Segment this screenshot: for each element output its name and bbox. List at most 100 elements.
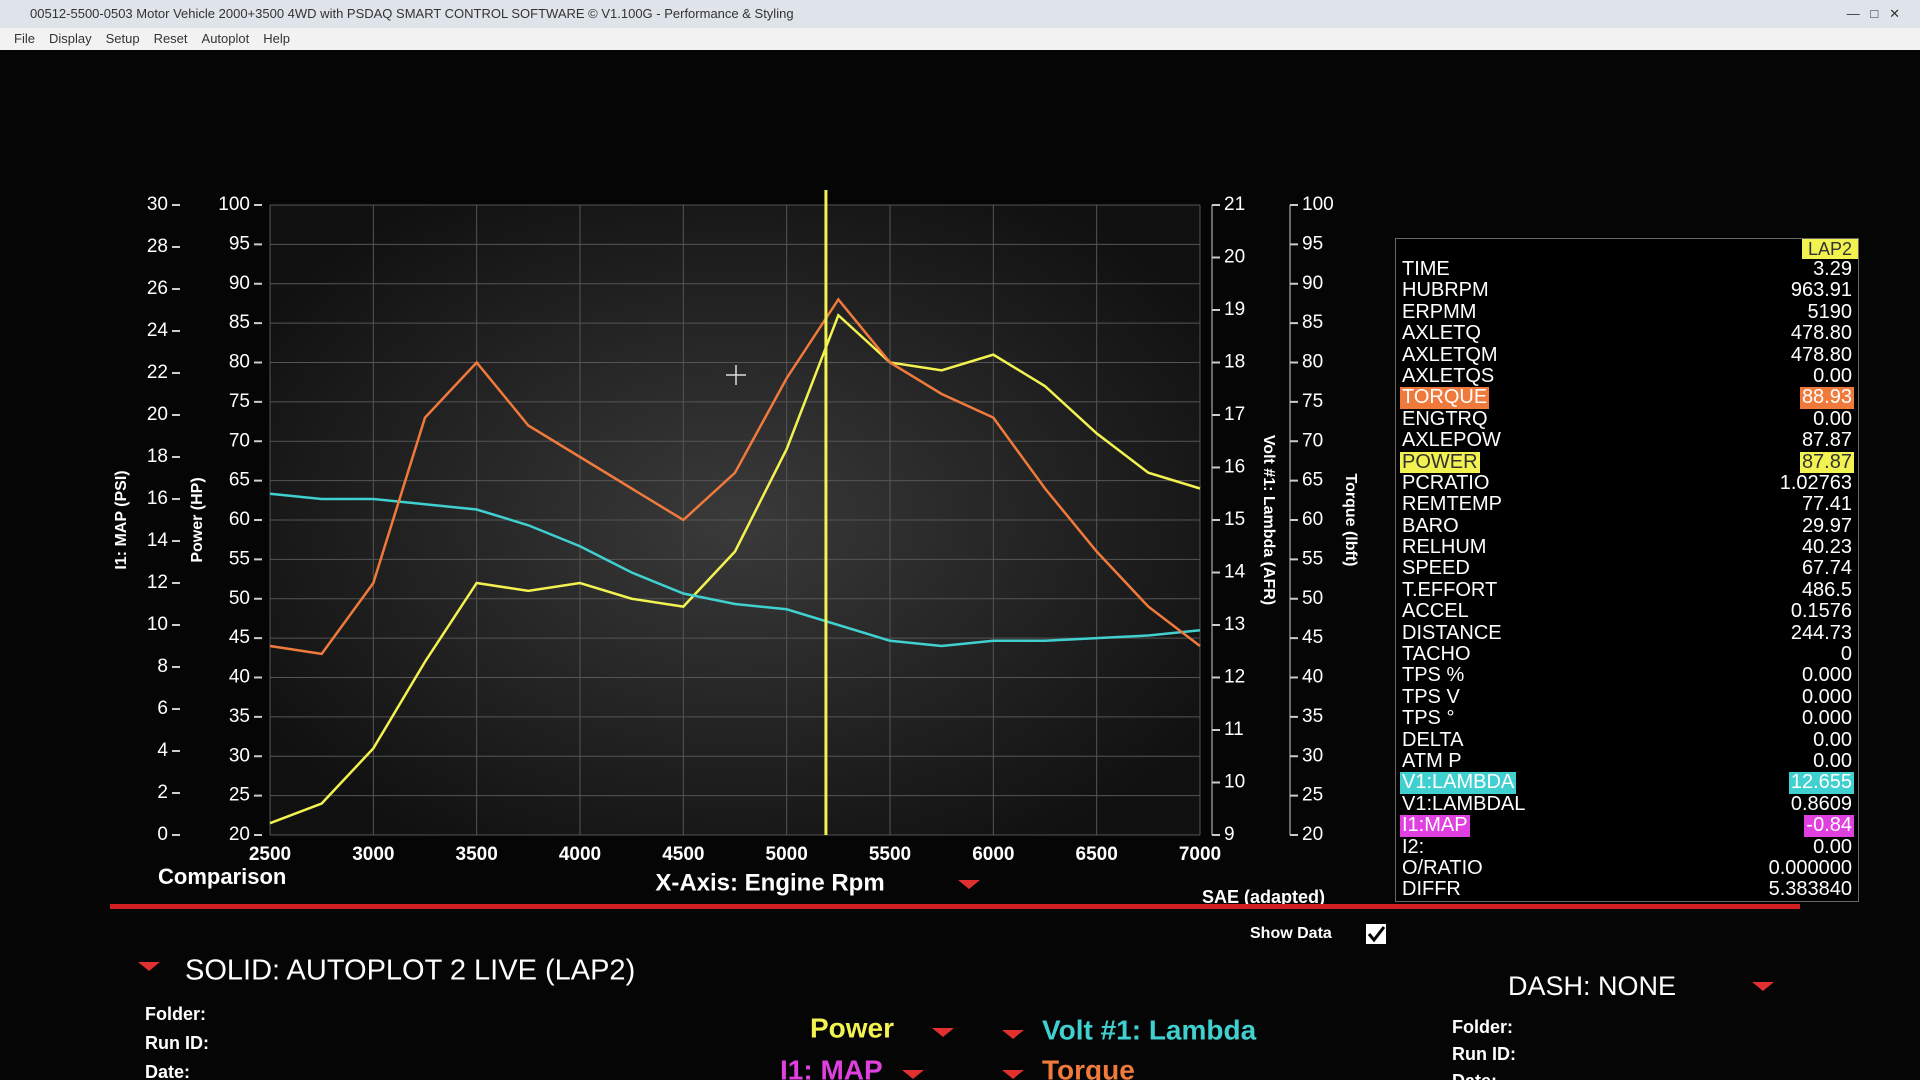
readout-row: DELTA 0.00 bbox=[1396, 729, 1858, 751]
y-tick-label: 50 bbox=[1302, 588, 1323, 609]
x-tick-label: 2500 bbox=[249, 844, 291, 865]
readout-row: TPS % 0.000 bbox=[1396, 664, 1858, 687]
y-tick-label: 19 bbox=[1224, 299, 1245, 320]
channel-name: AXLETQ bbox=[1402, 322, 1481, 345]
field-label: Date: bbox=[1452, 1071, 1497, 1080]
channel-name: ENGTRQ bbox=[1402, 407, 1488, 430]
legend-entry[interactable]: I1: MAP bbox=[780, 1054, 883, 1080]
legend-entry[interactable]: Power bbox=[810, 1012, 894, 1043]
channel-value: 0.00 bbox=[1813, 407, 1852, 430]
channel-name: DISTANCE bbox=[1402, 621, 1502, 644]
x-tick-label: 3000 bbox=[352, 844, 394, 865]
readout-row: I2: 0.00 bbox=[1396, 835, 1858, 858]
readout-row: ERPMM 5190 bbox=[1396, 301, 1858, 323]
y-tick-label: 90 bbox=[1302, 273, 1323, 294]
dropdown-arrow[interactable] bbox=[138, 962, 160, 971]
channel-value: 88.93 bbox=[1799, 386, 1854, 409]
y-tick-label: 0 bbox=[157, 824, 168, 845]
window-controls[interactable]: — □ ✕ bbox=[1846, 6, 1900, 21]
dropdown-arrow[interactable] bbox=[1752, 982, 1774, 991]
channel-name: TPS ° bbox=[1402, 707, 1455, 730]
show-data-label: Show Data bbox=[1250, 925, 1332, 942]
channel-name: AXLETQS bbox=[1402, 364, 1495, 387]
readout-row: TORQUE 88.93 bbox=[1396, 386, 1858, 409]
readout-row: BARO 29.97 bbox=[1396, 515, 1858, 537]
readout-row: ACCEL 0.1576 bbox=[1396, 600, 1858, 622]
menu-item[interactable]: Autoplot bbox=[201, 31, 250, 46]
field-label: Folder: bbox=[145, 1004, 206, 1024]
channel-name: I2: bbox=[1402, 835, 1425, 858]
dropdown-arrow[interactable] bbox=[1002, 1070, 1024, 1079]
axis-label: Torque (lbft) bbox=[1342, 473, 1359, 566]
x-tick-label: 5000 bbox=[766, 844, 808, 865]
field-label: Folder: bbox=[1452, 1017, 1513, 1037]
readout-row: PCRATIO 1.02763 bbox=[1396, 471, 1858, 494]
readout-row: DISTANCE 244.73 bbox=[1396, 621, 1858, 644]
menu-item[interactable]: Help bbox=[263, 31, 290, 46]
dropdown-arrow[interactable] bbox=[932, 1028, 954, 1037]
readout-row: RELHUM 40.23 bbox=[1396, 536, 1858, 559]
series-line bbox=[269, 492, 1201, 648]
channel-value: 0.00 bbox=[1813, 749, 1852, 772]
dropdown-arrow[interactable] bbox=[1002, 1030, 1024, 1039]
crosshair bbox=[726, 365, 746, 385]
legend-entry[interactable]: Torque bbox=[1042, 1054, 1135, 1080]
readout-row: AXLEPOW 87.87 bbox=[1396, 429, 1858, 451]
y-tick-label: 95 bbox=[229, 233, 250, 254]
y-tick-label: 40 bbox=[229, 667, 250, 688]
x-tick-label: 3500 bbox=[456, 844, 498, 865]
y-tick-label: 30 bbox=[147, 194, 168, 215]
readout-row: TPS ° 0.000 bbox=[1396, 707, 1858, 730]
checkmark bbox=[1367, 926, 1386, 943]
y-tick-label: 70 bbox=[229, 430, 250, 451]
channel-value: 478.80 bbox=[1790, 343, 1852, 366]
y-tick-label: 20 bbox=[229, 824, 250, 845]
channel-name: T.EFFORT bbox=[1402, 578, 1498, 601]
run-name: LAP2 bbox=[1801, 239, 1858, 259]
channel-name: SPEED bbox=[1402, 557, 1470, 580]
channel-value: 12.655 bbox=[1788, 771, 1854, 794]
channel-value: 0 bbox=[1840, 643, 1852, 666]
channel-value: 0.00 bbox=[1813, 835, 1852, 858]
axis-label: Power (HP) bbox=[189, 477, 206, 562]
readout-row: AXLETQM 478.80 bbox=[1396, 343, 1858, 366]
channel-value: 963.91 bbox=[1790, 279, 1852, 302]
channel-value: 0.8609 bbox=[1790, 792, 1852, 815]
y-tick-label: 80 bbox=[229, 352, 250, 373]
menu-item[interactable]: Reset bbox=[153, 31, 188, 46]
channel-value: -0.84 bbox=[1804, 814, 1854, 837]
y-tick-label: 60 bbox=[1302, 509, 1323, 530]
channel-value: 40.23 bbox=[1801, 536, 1852, 559]
menu-item[interactable]: Setup bbox=[105, 31, 140, 46]
dropdown-arrow[interactable] bbox=[902, 1070, 924, 1079]
channel-value: 486.5 bbox=[1801, 578, 1852, 601]
y-tick-label: 35 bbox=[1302, 706, 1323, 727]
channel-value: 478.80 bbox=[1790, 322, 1852, 345]
channel-name: RELHUM bbox=[1402, 536, 1487, 559]
y-tick-label: 20 bbox=[1302, 824, 1323, 845]
dropdown-arrow[interactable] bbox=[958, 880, 980, 889]
channel-value: 0.000 bbox=[1801, 664, 1852, 687]
channel-name: TPS % bbox=[1402, 664, 1465, 687]
y-tick-label: 65 bbox=[229, 470, 250, 491]
menu-item[interactable]: Display bbox=[48, 31, 92, 46]
y-tick-label: 16 bbox=[1224, 457, 1245, 478]
channel-value: 0.000 bbox=[1801, 685, 1852, 708]
readout-row: T.EFFORT 486.5 bbox=[1396, 578, 1858, 601]
axis-label: Volt #1: Lambda (AFR) bbox=[1260, 435, 1277, 605]
y-tick-label: 80 bbox=[1302, 352, 1323, 373]
readout-row: POWER 87.87 bbox=[1396, 451, 1858, 473]
y-tick-label: 30 bbox=[229, 745, 250, 766]
menu-item[interactable]: File bbox=[14, 31, 35, 46]
y-tick-label: 22 bbox=[147, 362, 168, 383]
channel-name: DIFFR bbox=[1402, 878, 1461, 901]
y-tick-label: 35 bbox=[229, 706, 250, 727]
readout-row: I1:MAP -0.84 bbox=[1396, 814, 1858, 837]
y-tick-label: 55 bbox=[1302, 548, 1323, 569]
legend-entry[interactable]: Volt #1: Lambda bbox=[1042, 1014, 1257, 1045]
x-tick-label: 7000 bbox=[1179, 844, 1221, 865]
channel-value: 1.02763 bbox=[1779, 471, 1852, 494]
y-tick-label: 14 bbox=[1224, 562, 1246, 583]
